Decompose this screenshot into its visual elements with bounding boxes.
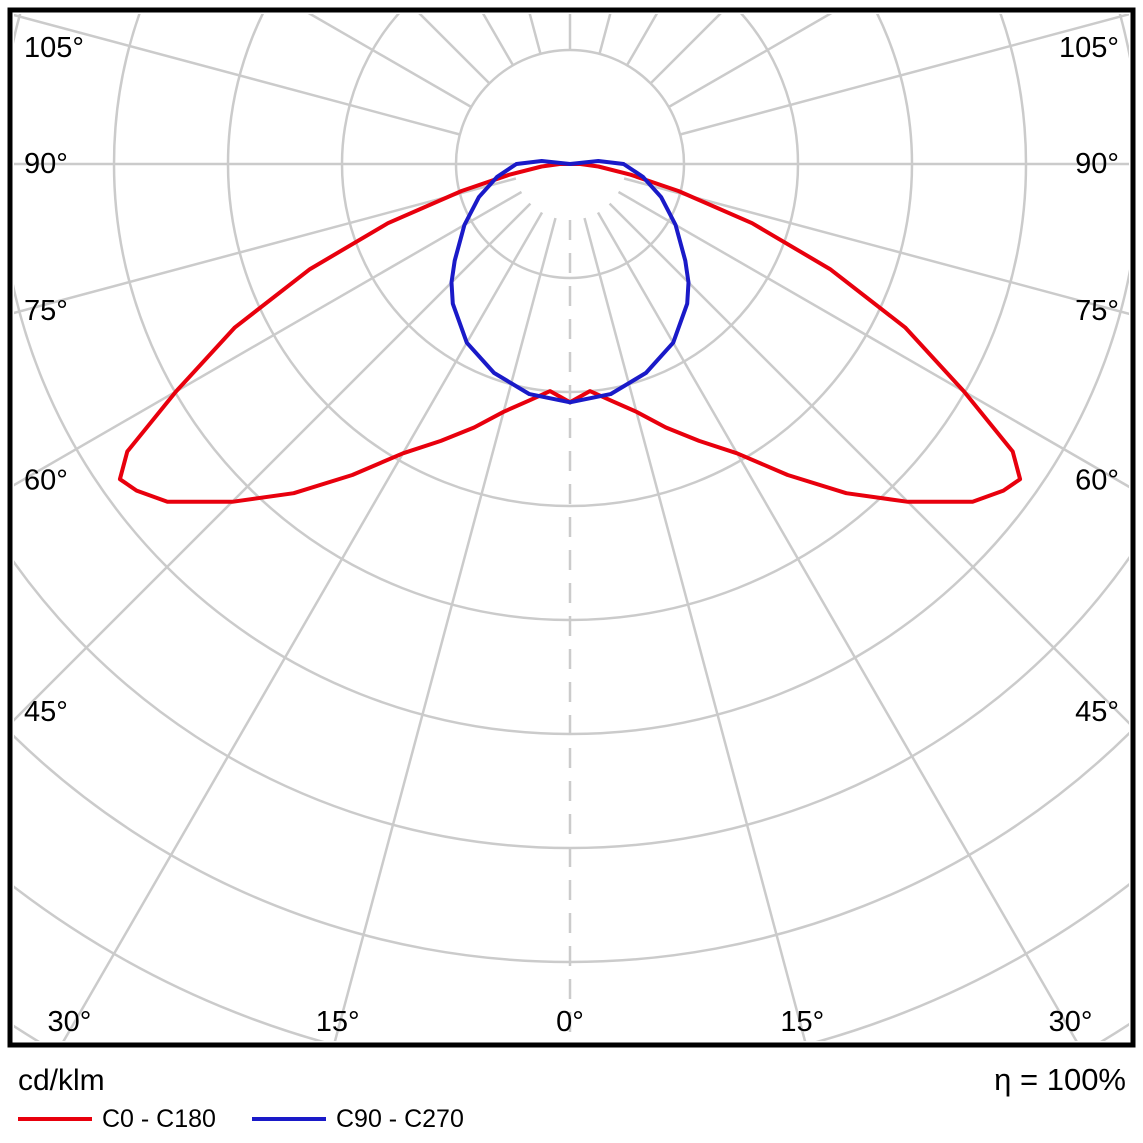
angle-tick-label: 45° <box>24 696 68 728</box>
legend-label-c90-c270: C90 - C270 <box>336 1105 464 1133</box>
angle-tick-label: 15° <box>316 1006 360 1038</box>
grid-radial-line <box>333 217 557 1041</box>
grid-radial-line <box>583 217 807 1041</box>
angle-labels: 105° 105° 90° 90° 75° 75° 60° 60° 45° 45° 30° 30° 15… <box>24 32 1119 1038</box>
grid-radial-line <box>623 177 1129 316</box>
angle-tick-label: 30° <box>1049 1006 1093 1038</box>
grid-radial-line <box>14 190 523 487</box>
grid-radial-line <box>14 202 532 722</box>
angle-tick-label: 60° <box>24 464 68 496</box>
grid-radial-line <box>679 14 1129 136</box>
curve-c90-c270 <box>449 159 691 405</box>
angle-tick-label: 105° <box>1059 32 1119 64</box>
grid-radial-line <box>617 190 1129 489</box>
plot-border <box>7 7 1136 1048</box>
grid-radial-line <box>14 14 461 136</box>
distribution-curves <box>117 159 1023 504</box>
angle-tick-label: 0° <box>556 1006 584 1038</box>
grid-radial-line <box>596 211 1078 1041</box>
grid-radial-line <box>62 211 544 1041</box>
grid-ring <box>14 731 1129 964</box>
grid-ring <box>14 555 1129 850</box>
angle-tick-label: 75° <box>1075 295 1119 327</box>
angle-tick-label: 90° <box>24 148 68 180</box>
unit-label: cd/klm <box>18 1064 105 1097</box>
angle-tick-label: 105° <box>24 32 84 64</box>
angle-tick-label: 90° <box>1075 148 1119 180</box>
grid-radial-line <box>608 202 1129 725</box>
angle-tick-label: 30° <box>47 1006 91 1038</box>
angle-tick-label: 45° <box>1075 696 1119 728</box>
grid-ring <box>14 882 1129 1041</box>
efficiency-label: η = 100% <box>994 1062 1126 1097</box>
legend-label-c0-c180: C0 - C180 <box>102 1105 216 1133</box>
angle-tick-label: 60° <box>1075 464 1119 496</box>
angle-tick-label: 75° <box>24 295 68 327</box>
grid-radial-line <box>14 177 517 315</box>
angle-tick-label: 15° <box>780 1006 824 1038</box>
